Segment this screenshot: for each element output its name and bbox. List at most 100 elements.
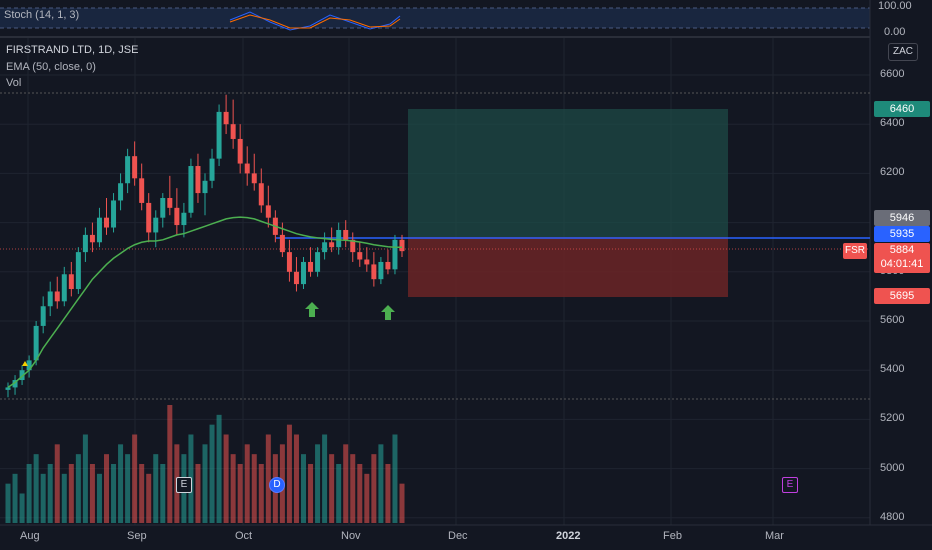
candle-body[interactable] — [160, 198, 166, 218]
candle-body[interactable] — [371, 264, 377, 280]
ema-legend[interactable]: EMA (50, close, 0) — [6, 61, 96, 73]
candle-body[interactable] — [188, 166, 194, 213]
candle-body[interactable] — [19, 370, 25, 381]
candle-body[interactable] — [118, 183, 124, 201]
candle-body[interactable] — [209, 158, 215, 181]
candle-body[interactable] — [75, 252, 81, 290]
candle-body[interactable] — [26, 360, 32, 371]
take-profit-zone[interactable] — [408, 109, 728, 237]
volume-bar — [251, 454, 257, 523]
stoch-level-bottom: 0.00 — [884, 26, 906, 38]
candle-body[interactable] — [230, 124, 236, 139]
volume-bar — [33, 454, 39, 523]
candle-body[interactable] — [237, 138, 243, 164]
volume-bar — [350, 454, 356, 523]
candle-body[interactable] — [82, 234, 88, 253]
candle-body[interactable] — [174, 207, 180, 226]
price-tick-label: 4800 — [880, 510, 905, 523]
candle-body[interactable] — [385, 261, 391, 270]
volume-bar — [82, 434, 88, 523]
candle-body[interactable] — [329, 242, 335, 248]
candle-body[interactable] — [132, 156, 138, 179]
volume-bar — [392, 434, 398, 523]
volume-bar — [265, 434, 271, 523]
earnings-event-marker[interactable]: E — [176, 477, 192, 493]
candle-body[interactable] — [244, 163, 250, 174]
volume-bar — [132, 434, 138, 523]
stoch-legend[interactable]: Stoch (14, 1, 3) — [4, 9, 80, 21]
candle-body[interactable] — [89, 234, 95, 243]
candle-body[interactable] — [399, 239, 405, 252]
stop-loss-zone[interactable] — [408, 237, 728, 297]
candle-body[interactable] — [258, 183, 264, 206]
candle-body[interactable] — [364, 259, 370, 265]
candle-body[interactable] — [47, 291, 53, 307]
volume-bar — [96, 473, 102, 523]
target-price-badge: 6460 — [874, 101, 930, 117]
candle-body[interactable] — [61, 274, 67, 302]
up-arrow-icon — [381, 305, 395, 320]
candle-body[interactable] — [54, 291, 60, 302]
candle-body[interactable] — [202, 180, 208, 194]
candle-body[interactable] — [350, 239, 356, 253]
volume-bar — [329, 454, 335, 523]
candle-body[interactable] — [301, 261, 306, 285]
volume-bar — [336, 464, 342, 523]
candle-body[interactable] — [40, 306, 46, 326]
candle-body[interactable] — [357, 252, 363, 260]
volume-bar — [202, 444, 208, 523]
volume-bar — [89, 464, 95, 523]
candle-body[interactable] — [68, 274, 74, 290]
volume-bar — [5, 483, 11, 523]
time-axis-label: Feb — [663, 530, 682, 542]
candle-body[interactable] — [308, 261, 314, 272]
volume-bar — [357, 464, 363, 523]
symbol-tag[interactable]: FSR — [843, 243, 867, 259]
volume-bar — [104, 454, 109, 523]
candle-body[interactable] — [139, 178, 145, 203]
vol-legend[interactable]: Vol — [6, 77, 22, 89]
candle-body[interactable] — [167, 198, 173, 208]
candle-body[interactable] — [181, 212, 187, 226]
candle-body[interactable] — [315, 252, 321, 272]
candle-body[interactable] — [125, 156, 131, 184]
volume-bar — [244, 444, 250, 523]
candle-body[interactable] — [286, 252, 292, 272]
volume-bar — [223, 434, 229, 523]
future-earnings-event-marker[interactable]: E — [782, 477, 798, 493]
candle-body[interactable] — [195, 166, 201, 194]
candle-body[interactable] — [111, 200, 117, 228]
candle-body[interactable] — [251, 173, 257, 184]
candle-body[interactable] — [104, 217, 109, 228]
candle-body[interactable] — [392, 239, 398, 270]
volume-bar — [40, 473, 46, 523]
candle-body[interactable] — [336, 229, 342, 248]
candle-body[interactable] — [265, 205, 271, 218]
dividend-event-marker[interactable]: D — [269, 477, 285, 493]
candle-body[interactable] — [153, 217, 159, 233]
candle-body[interactable] — [343, 229, 349, 240]
candle-body[interactable] — [216, 111, 222, 159]
price-tick-label: 5400 — [880, 363, 905, 376]
currency-button[interactable]: ZAC — [888, 43, 918, 61]
candle-body[interactable] — [5, 387, 11, 390]
volume-bar — [68, 464, 74, 523]
candle-body[interactable] — [33, 325, 39, 361]
volume-bar — [47, 464, 53, 523]
candle-body[interactable] — [378, 261, 384, 280]
candle-body[interactable] — [223, 111, 229, 125]
candle-body[interactable] — [279, 234, 285, 253]
time-axis-label: Dec — [448, 530, 468, 542]
ema-line — [7, 216, 402, 389]
candle-body[interactable] — [293, 271, 299, 285]
candle-body[interactable] — [96, 217, 102, 243]
volume-bar — [237, 464, 243, 523]
candle-body[interactable] — [12, 380, 18, 388]
time-axis-label: Mar — [765, 530, 784, 542]
volume-bar — [293, 434, 299, 523]
volume-bar — [61, 473, 67, 523]
symbol-legend[interactable]: FIRSTRAND LTD, 1D, JSE — [6, 44, 139, 56]
candle-body[interactable] — [322, 242, 328, 253]
candle-body[interactable] — [146, 202, 152, 233]
